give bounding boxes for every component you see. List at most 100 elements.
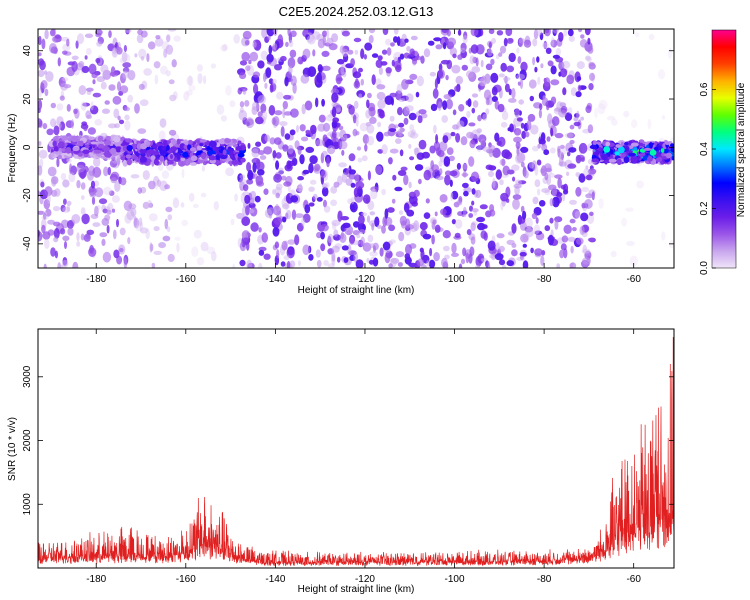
spectrogram-noise-cell (100, 64, 109, 73)
spectrogram-noise-cell (391, 59, 395, 67)
snr-panel: -180 -160 -140 -120 -100 -80 -60 100020003000 … (7, 328, 675, 595)
spectrogram-noise-cell (266, 53, 274, 63)
spectrogram-noise-cell (375, 165, 383, 175)
spectrogram-noise-cell (550, 147, 556, 154)
spectrogram-noise-cell (101, 238, 106, 246)
spectrogram-noise-cell (331, 106, 337, 118)
spectrogram-noise-cell (348, 173, 356, 180)
spectrogram-noise-cell (265, 67, 272, 78)
spectrogram-noise-cell (273, 173, 282, 183)
spectrogram-noise-cell (403, 117, 409, 125)
spectrogram-noise-cell (490, 58, 495, 66)
spectrogram-noise-cell (333, 181, 340, 188)
spectrogram-noise-cell (188, 75, 193, 86)
spectrogram-noise-cell (398, 210, 404, 216)
spectrogram-noise-cell (325, 114, 334, 122)
spectrogram-noise-cell (403, 105, 410, 116)
spectrogram-noise-cell (488, 170, 494, 178)
spectrogram-noise-cell (260, 50, 268, 61)
spectrogram-signal-cell (151, 159, 155, 167)
spectrogram-noise-cell (526, 120, 532, 131)
spectrogram-noise-cell (173, 35, 181, 42)
spectrogram-noise-cell (181, 219, 189, 227)
spectrogram-noise-cell (251, 148, 260, 158)
spectrogram-noise-cell (389, 128, 397, 133)
spectrogram-noise-cell (567, 29, 574, 37)
spectrogram-noise-cell (356, 146, 362, 151)
spectrogram-noise-cell (107, 166, 112, 176)
spectrogram-noise-cell (397, 262, 403, 267)
spectrogram-noise-cell (576, 154, 585, 161)
spectrogram-noise-cell (335, 107, 342, 113)
spectrogram-noise-cell (576, 237, 584, 245)
spectrogram-noise-cell (382, 241, 391, 251)
spectrogram-noise-cell (71, 119, 74, 129)
spectrogram-noise-cell (442, 230, 451, 239)
spectrogram-signal-cell (216, 155, 220, 160)
spectrogram-noise-cell (372, 257, 379, 267)
spectrogram-noise-cell (309, 179, 317, 185)
spectrogram-noise-cell (423, 48, 431, 58)
spectrogram-noise-cell (98, 198, 108, 205)
spectrogram-noise-cell (490, 72, 499, 83)
spectrogram-noise-cell (51, 29, 56, 35)
spectrogram-noise-cell (491, 37, 496, 44)
spectrogram-noise-cell (415, 55, 422, 61)
snr-frame (37, 328, 675, 569)
spectrogram-noise-cell (413, 189, 420, 197)
spectrogram-noise-cell (366, 215, 371, 223)
spectrogram-noise-cell (347, 49, 354, 55)
snr-y-ticks: 1000 2000 3000 (22, 365, 674, 515)
spectrogram-noise-cell (91, 196, 96, 205)
spectrogram-noise-cell (470, 171, 480, 182)
snr-series-line (38, 337, 674, 567)
spectrogram-noise-cell (154, 182, 159, 190)
spectrogram-noise-cell (398, 98, 406, 102)
spectrogram-noise-cell (516, 73, 525, 80)
spectrogram-noise-cell (108, 123, 117, 129)
spectrogram-noise-cell (124, 106, 130, 112)
spectrogram-noise-cell (93, 180, 100, 187)
spectrogram-signal-cell (176, 138, 181, 145)
spectrogram-noise-cell (246, 179, 254, 185)
spectrogram-noise-cell (159, 118, 167, 128)
spectrogram-noise-cell (442, 42, 447, 50)
colorbar-ticks: 0.0 0.2 0.4 0.6 (699, 82, 716, 275)
spectrogram-noise-cell (308, 162, 314, 174)
spectrogram-noise-cell (282, 108, 286, 119)
spectrogram-signal-cell (229, 153, 234, 160)
spectrogram-noise-cell (457, 29, 462, 36)
spectrogram-noise-cell (520, 161, 525, 168)
spectrogram-noise-cell (538, 109, 543, 119)
spectrogram-noise-cell (242, 30, 252, 40)
spectrogram-noise-cell (54, 34, 61, 39)
spectrogram-noise-cell (250, 190, 257, 200)
spectrogram-noise-cell (395, 65, 401, 71)
spectrogram-noise-cell (446, 147, 454, 156)
spectrogram-noise-cell (255, 141, 262, 147)
spectrogram-noise-cell (495, 242, 500, 250)
spectrogram-noise-cell (305, 130, 312, 135)
spectrogram-noise-cell (242, 88, 247, 95)
spectrogram-noise-cell (162, 235, 171, 242)
spectrogram-noise-cell (399, 53, 405, 60)
spectrogram-signal-cell (208, 140, 217, 148)
spectrogram-noise-cell (249, 51, 259, 62)
spectrogram-signal-cell (623, 146, 630, 151)
spectrogram-noise-cell (363, 54, 367, 60)
spectrogram-signal-cell (61, 135, 68, 141)
spectrogram-noise-cell (558, 151, 563, 160)
spectrogram-noise-cell (362, 134, 370, 145)
spectrogram-noise-cell (274, 241, 280, 249)
spectrogram-noise-cell (397, 128, 403, 137)
spectrogram-noise-cell (353, 37, 362, 43)
spectrogram-noise-cell (165, 70, 171, 77)
spectrogram-noise-cell (66, 158, 72, 163)
spectrogram-noise-cell (365, 109, 371, 119)
spectrogram-noise-cell (388, 157, 393, 165)
spectrogram-noise-cell (468, 122, 476, 127)
spectrogram-noise-cell (73, 108, 78, 115)
spectrogram-noise-cell (485, 164, 493, 170)
spectrogram-noise-cell (148, 202, 154, 208)
spectrogram-noise-cell (201, 165, 205, 172)
